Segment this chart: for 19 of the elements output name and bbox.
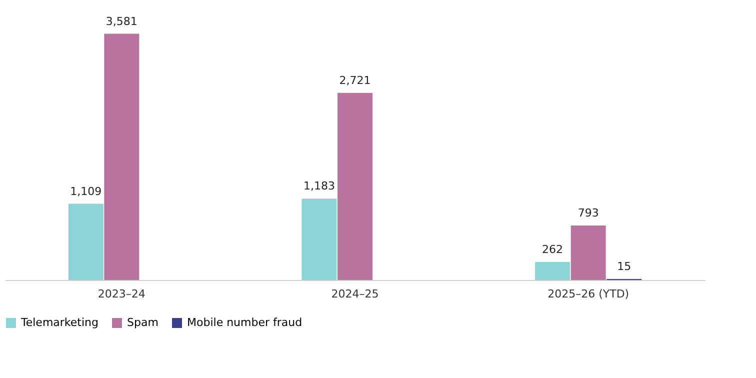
bar [104,34,140,280]
bar [302,198,337,280]
legend-label: Telemarketing [20,316,98,329]
x-tick-label: 2023–24 [98,288,146,300]
bar [68,204,104,280]
x-tick-label: 2025–26 (YTD) [548,288,630,300]
data-label: 15 [617,260,632,273]
data-label: 2,721 [339,74,371,87]
legend-label: Spam [127,316,158,329]
data-label: 1,109 [70,184,102,198]
data-label: 1,183 [303,180,335,193]
legend-label: Mobile number fraud [187,316,302,329]
data-label: 793 [578,206,599,220]
data-label: 262 [542,242,564,256]
bar [338,92,372,280]
data-label: 3,581 [106,14,138,28]
x-tick-label: 2024–25 [331,288,379,300]
bar [535,262,570,280]
bar [570,225,606,280]
